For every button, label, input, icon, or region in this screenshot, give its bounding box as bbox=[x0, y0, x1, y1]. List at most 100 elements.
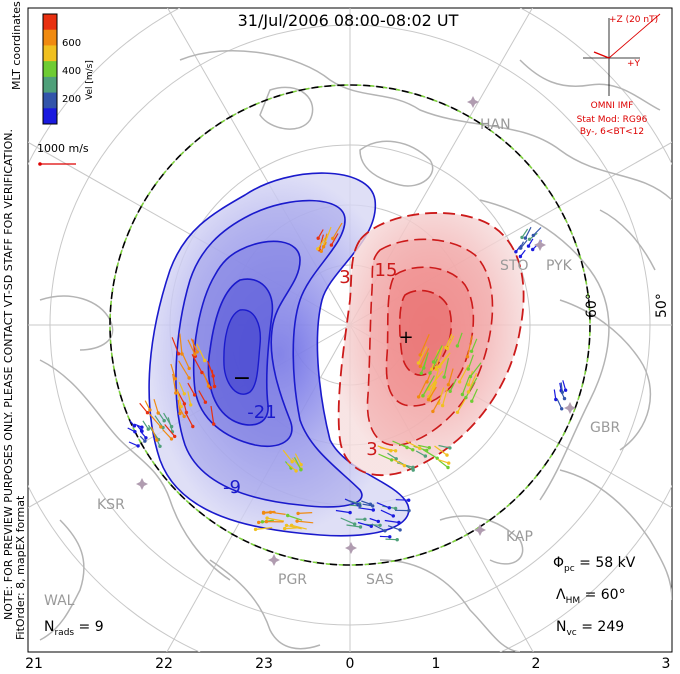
velocity-vector bbox=[211, 369, 216, 387]
velocity-vector-origin bbox=[295, 519, 299, 523]
velocity-vector bbox=[171, 337, 180, 355]
station-marker-icon bbox=[467, 96, 479, 108]
velocity-vector bbox=[380, 509, 394, 517]
negative-potential-cell bbox=[148, 172, 410, 537]
velocity-vector-origin bbox=[393, 449, 398, 453]
velocity-vector bbox=[466, 335, 473, 357]
velocity-vector bbox=[385, 538, 398, 541]
velocity-vector-origin bbox=[431, 360, 436, 364]
velocity-vector-origin bbox=[331, 236, 335, 241]
contour-label: 3 bbox=[339, 267, 350, 288]
velocity-vector bbox=[378, 453, 392, 461]
velocity-vector-origin bbox=[192, 393, 197, 397]
velocity-vector bbox=[263, 511, 276, 514]
velocity-vector-origin bbox=[560, 407, 564, 411]
velocity-vector-origin bbox=[446, 383, 451, 387]
velocity-vector-origin bbox=[418, 353, 422, 357]
velocity-vector-origin bbox=[426, 397, 431, 402]
imf-model-conditions: By-, 6<BT<12 bbox=[580, 127, 644, 137]
contour-label: -9 bbox=[223, 477, 241, 498]
colorbar-tick: 400 bbox=[62, 66, 81, 77]
velocity-vector bbox=[286, 462, 297, 472]
lat-label-50: 50° bbox=[654, 293, 670, 318]
velocity-vector-origin bbox=[187, 376, 191, 380]
n-vc-value: 249 bbox=[597, 619, 624, 635]
preview-note: NOTE: FOR PREVIEW PURPOSES ONLY. PLEASE … bbox=[2, 129, 15, 620]
velocity-vector-origin bbox=[526, 244, 531, 248]
velocity-vector bbox=[139, 402, 148, 414]
velocity-vector-origin bbox=[418, 446, 422, 450]
velocity-vector-origin bbox=[563, 388, 568, 392]
velocity-vector bbox=[470, 362, 482, 377]
velocity-vector-origin bbox=[159, 425, 163, 429]
latitude-labels: 60° 50° bbox=[584, 293, 670, 318]
velocity-vector-origin bbox=[284, 523, 289, 528]
velocity-vector-origin bbox=[387, 506, 391, 510]
velocity-vector-origin bbox=[457, 380, 462, 384]
velocity-vector bbox=[294, 453, 302, 465]
velocity-vector-origin bbox=[411, 465, 415, 469]
colorbar-segment bbox=[43, 14, 57, 31]
velocity-vector-origin bbox=[518, 254, 523, 259]
velocity-vector bbox=[415, 450, 426, 457]
velocity-vector-origin bbox=[531, 247, 535, 252]
velocity-vector-origin bbox=[418, 364, 422, 369]
station-marker-icon bbox=[474, 524, 486, 536]
velocity-vector-origin bbox=[383, 529, 387, 533]
velocity-vector bbox=[445, 333, 453, 348]
velocity-vector bbox=[324, 226, 332, 244]
velocity-vector-origin bbox=[195, 350, 199, 354]
velocity-vector-origin bbox=[554, 397, 558, 402]
velocity-vector-origin bbox=[162, 419, 166, 423]
velocity-vector-origin bbox=[357, 503, 362, 507]
velocity-vector bbox=[392, 458, 405, 467]
velocity-vector-origin bbox=[264, 519, 269, 524]
velocity-vector-origin bbox=[419, 371, 423, 375]
velocity-vector-origin bbox=[265, 516, 269, 520]
velocity-vector-origin bbox=[468, 374, 473, 379]
velocity-vector-origin bbox=[178, 411, 182, 416]
velocity-vector-origin bbox=[527, 237, 532, 241]
velocity-vector bbox=[262, 519, 275, 523]
lat-label-60: 60° bbox=[584, 293, 600, 318]
velocity-vector bbox=[432, 398, 441, 412]
velocity-vector-origin bbox=[329, 243, 334, 247]
velocity-vector bbox=[449, 378, 457, 392]
velocity-vector-origin bbox=[469, 349, 474, 353]
velocity-vector bbox=[196, 343, 206, 361]
colorbar-segment bbox=[43, 108, 57, 125]
mlt-tick-label: 21 bbox=[25, 656, 43, 672]
reference-vector-label: 1000 m/s bbox=[37, 142, 89, 155]
velocity-vector bbox=[471, 388, 478, 402]
velocity-vector-origin bbox=[427, 446, 431, 450]
velocity-vector bbox=[190, 338, 198, 353]
velocity-vector bbox=[467, 354, 474, 370]
velocity-vector bbox=[293, 457, 302, 470]
velocity-vectors bbox=[127, 222, 568, 542]
velocity-vector bbox=[162, 429, 172, 440]
velocity-vector-origin bbox=[212, 384, 217, 389]
velocity-vector bbox=[432, 345, 443, 363]
velocity-vector-origin bbox=[465, 355, 470, 359]
coordinates-label: MLT coordinates bbox=[10, 1, 23, 90]
velocity-vector bbox=[187, 391, 192, 406]
velocity-vector bbox=[340, 517, 355, 525]
velocity-vector bbox=[387, 452, 397, 460]
velocity-vector bbox=[418, 444, 430, 449]
velocity-vector bbox=[203, 372, 210, 387]
velocity-vector bbox=[144, 400, 151, 411]
map-title: 31/Jul/2006 08:00-08:02 UT bbox=[238, 11, 459, 30]
velocity-vector-origin bbox=[378, 523, 382, 527]
station-marker-icon bbox=[534, 239, 546, 251]
velocity-vector bbox=[332, 222, 343, 239]
velocity-vector-origin bbox=[257, 520, 261, 525]
velocity-vector-origin bbox=[173, 377, 177, 381]
velocity-vector-origin bbox=[348, 510, 352, 515]
velocity-vector bbox=[255, 527, 273, 530]
velocity-vector-origin bbox=[299, 463, 303, 467]
velocity-vector-origin bbox=[442, 375, 446, 379]
velocity-vector-origin bbox=[187, 366, 191, 371]
velocity-vector-origin bbox=[286, 513, 290, 518]
station-markers bbox=[136, 96, 576, 566]
velocity-vector bbox=[456, 332, 463, 347]
